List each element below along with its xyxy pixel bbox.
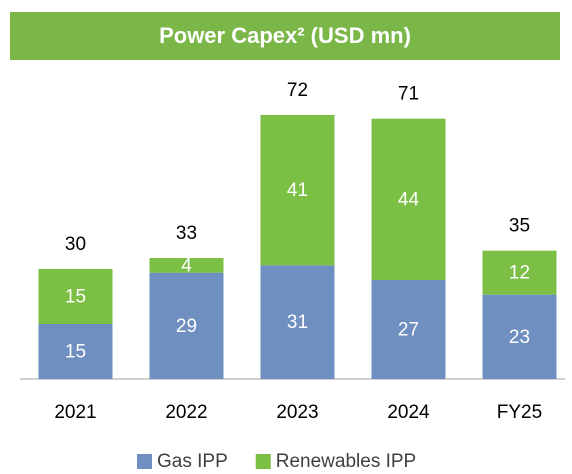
title-banner <box>10 12 560 60</box>
total-label: 30 <box>65 234 86 255</box>
bar-segment <box>38 324 113 379</box>
bar-segment <box>482 250 557 295</box>
legend-swatch <box>255 454 271 469</box>
legend-label: Gas IPP <box>157 451 228 472</box>
bar-segment <box>371 280 446 379</box>
chart-title: Power Capex² (USD mn) <box>159 23 411 48</box>
segment-label: 27 <box>398 320 419 341</box>
x-tick-label: FY25 <box>497 402 542 423</box>
segment-label: 31 <box>287 312 308 333</box>
bar-segment <box>371 118 446 281</box>
bar-segment <box>482 294 557 379</box>
legend-label: Renewables IPP <box>276 451 416 472</box>
bar-segment <box>149 272 224 379</box>
x-tick-label: 2022 <box>165 402 207 423</box>
x-tick-label: 2023 <box>276 402 318 423</box>
segment-label: 44 <box>398 189 420 210</box>
segment-label: 23 <box>509 327 530 348</box>
total-label: 71 <box>398 84 419 105</box>
segment-label: 12 <box>509 263 530 284</box>
x-tick-label: 2024 <box>387 402 430 423</box>
bar-segment <box>38 269 113 324</box>
bar-segment <box>260 265 335 379</box>
segment-label: 4 <box>181 255 192 276</box>
segment-label: 41 <box>287 180 308 201</box>
legend-swatch <box>137 454 152 469</box>
segment-label: 15 <box>65 287 86 308</box>
total-label: 72 <box>287 80 308 101</box>
total-label: 33 <box>176 223 197 244</box>
segment-label: 15 <box>65 342 86 363</box>
bar-segment <box>149 258 224 273</box>
bar-segment <box>260 115 335 266</box>
segment-label: 29 <box>176 316 197 337</box>
x-tick-label: 2021 <box>54 402 96 423</box>
total-label: 35 <box>509 216 530 237</box>
